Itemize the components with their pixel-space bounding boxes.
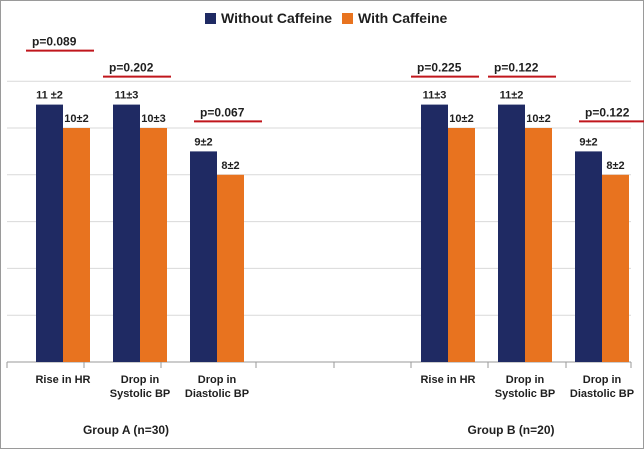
data-label: 9±2 bbox=[579, 136, 597, 148]
group-label: Group A (n=30) bbox=[83, 423, 169, 437]
legend-label-without-caffeine: Without Caffeine bbox=[221, 10, 332, 26]
category-label: Drop in bbox=[583, 374, 622, 386]
category-label: Systolic BP bbox=[495, 388, 556, 400]
data-label: 8±2 bbox=[606, 160, 624, 172]
category-label: Drop in bbox=[198, 374, 237, 386]
bar-with-caffeine bbox=[140, 128, 167, 362]
p-value-label: p=0.202 bbox=[109, 61, 154, 75]
category-label: Diastolic BP bbox=[570, 388, 634, 400]
data-label: 10±3 bbox=[141, 113, 165, 125]
bar-without-caffeine bbox=[421, 104, 448, 362]
p-value-label: p=0.089 bbox=[32, 35, 77, 49]
category-label: Systolic BP bbox=[110, 388, 171, 400]
data-label: 10±2 bbox=[64, 113, 88, 125]
legend-swatch-with-caffeine bbox=[342, 13, 353, 24]
data-label: 10±2 bbox=[526, 113, 550, 125]
bar-without-caffeine bbox=[36, 104, 63, 362]
data-label: 11±2 bbox=[500, 90, 524, 102]
bar-without-caffeine bbox=[575, 151, 602, 362]
category-label: Drop in bbox=[506, 374, 545, 386]
data-label: 10±2 bbox=[449, 113, 473, 125]
bar-with-caffeine bbox=[602, 174, 629, 362]
category-label: Drop in bbox=[121, 374, 160, 386]
bar-without-caffeine bbox=[190, 151, 217, 362]
bar-with-caffeine bbox=[217, 174, 244, 362]
category-label: Diastolic BP bbox=[185, 388, 249, 400]
bar-without-caffeine bbox=[498, 104, 525, 362]
p-value-label: p=0.122 bbox=[494, 61, 539, 75]
data-label: 11±3 bbox=[423, 90, 447, 102]
bar-with-caffeine bbox=[448, 128, 475, 362]
p-value-label: p=0.225 bbox=[417, 61, 462, 75]
bar-without-caffeine bbox=[113, 104, 140, 362]
p-value-label: p=0.122 bbox=[585, 105, 630, 119]
data-label: 8±2 bbox=[221, 160, 239, 172]
data-label: 11±3 bbox=[115, 90, 139, 102]
p-value-label: p=0.067 bbox=[200, 105, 245, 119]
group-label: Group B (n=20) bbox=[467, 423, 554, 437]
legend-swatch-without-caffeine bbox=[205, 13, 216, 24]
category-label: Rise in HR bbox=[35, 374, 90, 386]
bar-with-caffeine bbox=[525, 128, 552, 362]
legend-label-with-caffeine: With Caffeine bbox=[358, 10, 448, 26]
data-label: 11 ±2 bbox=[36, 90, 63, 102]
data-label: 9±2 bbox=[194, 136, 212, 148]
bar-with-caffeine bbox=[63, 128, 90, 362]
category-label: Rise in HR bbox=[420, 374, 475, 386]
